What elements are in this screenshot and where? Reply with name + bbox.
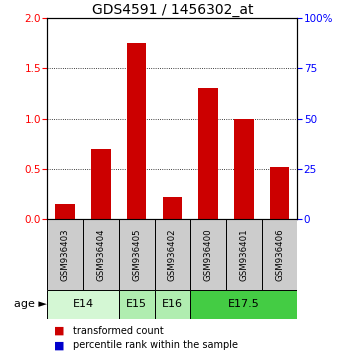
Title: GDS4591 / 1456302_at: GDS4591 / 1456302_at xyxy=(92,3,253,17)
Text: GSM936403: GSM936403 xyxy=(61,229,70,281)
Bar xyxy=(119,219,154,290)
Bar xyxy=(190,219,226,290)
Text: E14: E14 xyxy=(72,299,94,309)
Bar xyxy=(163,197,182,219)
Bar xyxy=(262,219,297,290)
Bar xyxy=(190,290,297,319)
Bar xyxy=(154,290,190,319)
Text: GSM936406: GSM936406 xyxy=(275,229,284,281)
Bar xyxy=(91,149,111,219)
Bar xyxy=(47,290,119,319)
Text: GSM936401: GSM936401 xyxy=(239,229,248,281)
Text: ■: ■ xyxy=(54,340,65,350)
Text: GSM936400: GSM936400 xyxy=(203,229,213,281)
Text: E16: E16 xyxy=(162,299,183,309)
Bar xyxy=(127,43,146,219)
Bar xyxy=(270,167,289,219)
Bar xyxy=(83,219,119,290)
Text: ■: ■ xyxy=(54,326,65,336)
Text: transformed count: transformed count xyxy=(73,326,163,336)
Text: age ►: age ► xyxy=(15,299,47,309)
Bar xyxy=(119,290,154,319)
Bar xyxy=(234,119,254,219)
Text: GSM936404: GSM936404 xyxy=(96,229,105,281)
Text: E15: E15 xyxy=(126,299,147,309)
Bar xyxy=(55,204,75,219)
Text: E17.5: E17.5 xyxy=(228,299,260,309)
Bar xyxy=(226,219,262,290)
Text: GSM936402: GSM936402 xyxy=(168,229,177,281)
Bar xyxy=(198,88,218,219)
Text: percentile rank within the sample: percentile rank within the sample xyxy=(73,340,238,350)
Bar xyxy=(154,219,190,290)
Text: GSM936405: GSM936405 xyxy=(132,229,141,281)
Bar xyxy=(47,219,83,290)
